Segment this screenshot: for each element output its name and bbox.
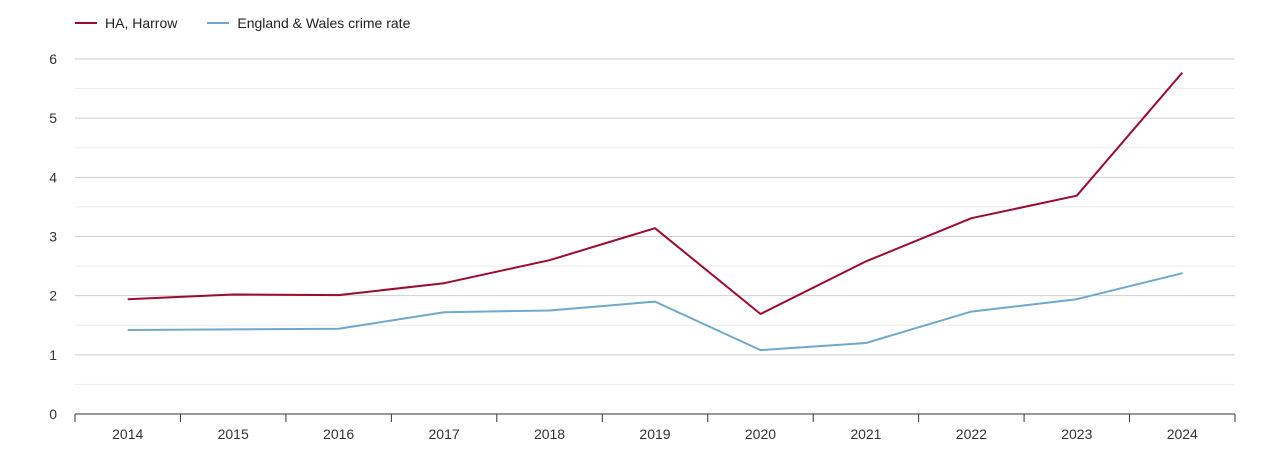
data-point-england-wales [547,307,553,313]
data-point-ha-harrow [757,311,763,317]
data-point-england-wales [230,326,236,332]
data-point-england-wales [125,327,131,333]
x-tick-label: 2015 [218,426,249,442]
data-point-ha-harrow [652,225,658,231]
legend-label-england-wales: England & Wales crime rate [237,15,411,31]
legend: HA, Harrow England & Wales crime rate [75,15,440,31]
data-point-ha-harrow [1074,193,1080,199]
y-tick-label: 0 [49,406,57,422]
y-tick-label: 2 [49,288,57,304]
y-tick-label: 3 [49,229,57,245]
x-tick-label: 2018 [534,426,565,442]
legend-label-ha-harrow: HA, Harrow [105,15,178,31]
y-tick-label: 5 [49,110,57,126]
x-tick-label: 2021 [850,426,881,442]
data-point-ha-harrow [125,296,131,302]
series-line-ha-harrow [127,71,1184,315]
data-point-ha-harrow [1179,70,1185,76]
legend-swatch-ha-harrow [75,22,97,24]
y-tick-label: 4 [49,169,57,185]
data-point-ha-harrow [863,258,869,264]
x-tick-label: 2023 [1061,426,1092,442]
x-tick-label: 2017 [429,426,460,442]
data-point-england-wales [652,299,658,305]
legend-item-ha-harrow[interactable]: HA, Harrow [75,15,177,31]
data-point-england-wales [336,326,342,332]
data-point-england-wales [968,309,974,315]
data-point-england-wales [441,309,447,315]
data-point-ha-harrow [441,280,447,286]
x-tick-label: 2019 [639,426,670,442]
data-point-england-wales [863,340,869,346]
x-tick-label: 2016 [323,426,354,442]
data-point-ha-harrow [547,257,553,263]
data-point-england-wales [1179,270,1185,276]
y-tick-label: 1 [49,347,57,363]
data-point-ha-harrow [230,291,236,297]
x-tick-label: 2022 [956,426,987,442]
series-line-england-wales [127,272,1183,352]
data-point-england-wales [1074,296,1080,302]
y-tick-label: 6 [49,51,57,67]
data-point-ha-harrow [336,292,342,298]
legend-item-england-wales[interactable]: England & Wales crime rate [207,15,410,31]
x-tick-label: 2024 [1167,426,1198,442]
data-point-ha-harrow [968,215,974,221]
x-tick-label: 2020 [745,426,776,442]
legend-swatch-england-wales [207,22,230,24]
x-tick-label: 2014 [112,426,143,442]
data-point-england-wales [757,347,763,353]
